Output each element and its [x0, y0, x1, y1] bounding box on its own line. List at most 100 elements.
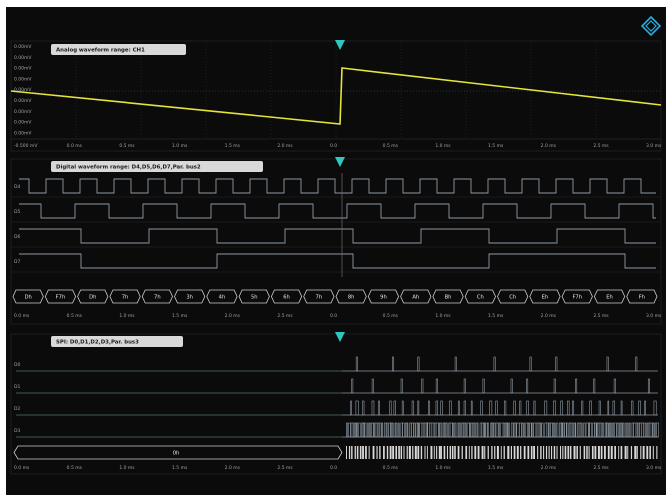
digital-trace-d6	[19, 228, 656, 244]
spi-trace-d1	[342, 378, 658, 394]
bus-segment	[206, 289, 238, 304]
oscilloscope-display: 0.00mV0.00mV0.00mV0.00mV0.00mV0.00mV0.00…	[10, 15, 662, 475]
y-tick-label: 0.00mV	[14, 109, 32, 115]
channel-label-d5: D5	[14, 209, 20, 215]
x-tick-label: 3.0 ms	[646, 465, 662, 471]
bus-segment	[270, 289, 303, 304]
bus-value: Dh	[25, 295, 32, 301]
x-tick-label: 1.5 ms	[172, 313, 188, 319]
x-tick-label: 0.5 ms	[67, 465, 83, 471]
digital-trace-d4	[19, 178, 656, 194]
x-tick-label: 1.5 ms	[488, 313, 504, 319]
ch1-waveform	[10, 67, 662, 125]
x-tick-label: 2.0 ms	[225, 465, 241, 471]
x-tick-label: 3.0 ms	[646, 143, 662, 149]
parallel-bus3-decode: 0h	[13, 445, 658, 460]
channel-label-d1: D1	[14, 384, 20, 390]
analog-panel[interactable]: 0.00mV0.00mV0.00mV0.00mV0.00mV0.00mV0.00…	[10, 40, 662, 152]
bus-value: 4h	[219, 295, 226, 301]
x-tick-label: 1.0 ms	[435, 465, 451, 471]
x-tick-label: 1.0 ms	[435, 143, 451, 149]
bus-segment	[77, 289, 109, 304]
channel-label-d3: D3	[14, 428, 20, 434]
x-tick-label: 0.0 ms	[14, 313, 30, 319]
x-tick-label: 3.0 ms	[646, 313, 662, 319]
x-tick-label: 2.0 ms	[541, 465, 557, 471]
x-tick-label: 0.0 ms	[67, 143, 83, 149]
bus-value: F7h	[56, 295, 66, 301]
x-tick-label: 0.0 ms	[14, 465, 30, 471]
x-tick-label: 0.5 ms	[383, 143, 399, 149]
bus-segment	[561, 289, 593, 304]
bus-value: 7h	[316, 295, 323, 301]
x-tick-label: 0.5 ms	[67, 313, 83, 319]
bus-segment	[238, 289, 270, 304]
x-tick-label: 1.5 ms	[488, 143, 504, 149]
bus-segment	[174, 289, 206, 304]
y-tick-label: 0.00mV	[14, 66, 32, 72]
bus-segment	[464, 289, 496, 304]
channel-label-d2: D2	[14, 406, 20, 412]
bus-value: Eh	[606, 295, 613, 301]
bus-segment	[432, 289, 464, 304]
y-tick-label: 0.00mV	[14, 120, 32, 126]
y-tick-label: 0.00mV	[14, 130, 32, 136]
bus-value: Ch	[509, 295, 516, 301]
bus-value: 0h	[173, 451, 180, 457]
bus-segment	[400, 289, 432, 304]
analog-y-axis: 0.00mV 0.00mV 0.00mV 0.00mV 0.00mV 0.00mV 0.00…	[14, 44, 32, 136]
bus-value: Fh	[639, 295, 645, 301]
bus-value: Eh	[542, 295, 549, 301]
bus-value: Bh	[445, 295, 452, 301]
x-tick-label: 2.5 ms	[593, 465, 609, 471]
y-tick-label: 0.00mV	[14, 55, 32, 61]
x-tick-label: 2.5 ms	[277, 313, 293, 319]
digital-panel[interactable]: Digital waveform range: D4,D5,D6,D7,Par.…	[10, 157, 662, 325]
bus-value: Ch	[477, 295, 484, 301]
digital-trace-d7	[19, 253, 656, 269]
x-tick-label: 0.0	[330, 313, 337, 319]
digital-x-axis: 0.0 ms 0.5 ms 1.0 ms 1.5 ms 2.0 ms 2.5 ms 0.0 0…	[14, 313, 662, 319]
digital-title: Digital waveform range: D4,D5,D6,D7,Par.…	[56, 165, 201, 171]
channel-label-d0: D0	[14, 362, 20, 368]
x-tick-label: 1.5 ms	[172, 465, 188, 471]
trigger-marker-icon[interactable]	[335, 157, 345, 167]
analog-title-box	[51, 44, 186, 55]
bus-value: 3h	[186, 295, 193, 301]
trigger-marker-icon[interactable]	[335, 332, 345, 342]
channel-label-d6: D6	[14, 234, 20, 240]
analog-title: Analog waveform range: CH1	[56, 48, 145, 54]
digital-channels: D4 D5 D6 D7	[11, 173, 661, 277]
bus-segment	[497, 289, 529, 304]
x-tick-label: -0.500 mV	[14, 143, 38, 149]
y-tick-label: 0.00mV	[14, 87, 32, 93]
bus-value: Dh	[89, 295, 96, 301]
bus-value: 9h	[380, 295, 387, 301]
digital-trace-d5	[19, 203, 656, 219]
bus-segment	[109, 289, 141, 304]
bus-value: 7h	[122, 295, 129, 301]
y-tick-label: 0.00mV	[14, 76, 32, 82]
bus-value: F7h	[572, 295, 582, 301]
y-tick-label: 0.00mV	[14, 98, 32, 104]
trigger-marker-icon[interactable]	[335, 40, 345, 50]
x-tick-label: 1.0 ms	[119, 313, 135, 319]
bus-segment	[44, 289, 77, 304]
spi-title-box	[51, 336, 183, 347]
x-tick-label: 2.0 ms	[225, 313, 241, 319]
x-tick-label: 0.0	[330, 143, 337, 149]
x-tick-label: 0.0	[330, 465, 337, 471]
x-tick-label: 2.0 ms	[541, 313, 557, 319]
x-tick-label: 2.5 ms	[593, 313, 609, 319]
channel-label-d4: D4	[14, 184, 20, 190]
diamond-logo-icon[interactable]	[640, 15, 662, 37]
bus-segment	[335, 289, 367, 304]
bus-segment	[13, 445, 343, 460]
x-tick-label: 2.5 ms	[277, 465, 293, 471]
digital-title-box	[51, 161, 263, 172]
spi-panel[interactable]: SPI: D0,D1,D2,D3,Par. bus3 D0 D1 D2 D3 0h 0…	[10, 332, 662, 475]
analog-frame	[10, 40, 662, 152]
x-tick-label: 1.5 ms	[488, 465, 504, 471]
dense-bus-segments	[346, 446, 658, 459]
bus-value: 5h	[251, 295, 258, 301]
